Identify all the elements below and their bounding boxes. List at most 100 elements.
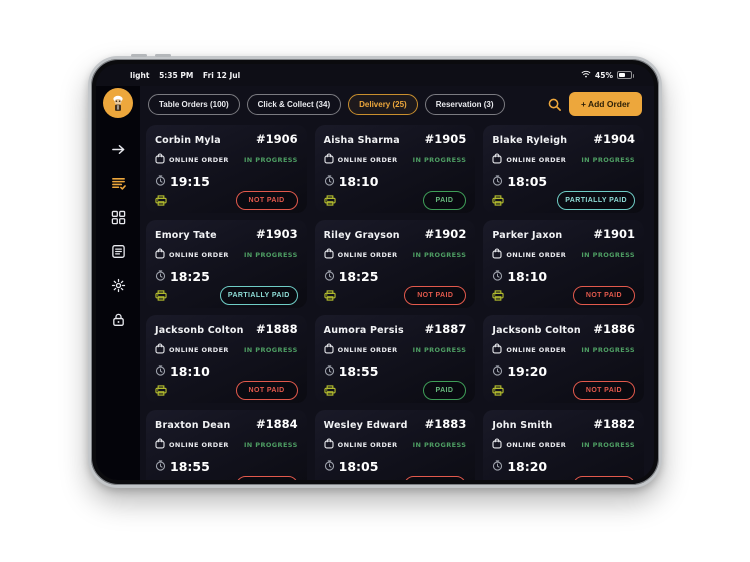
order-card[interactable]: Jacksonb Colton #1886 ONLINE ORDER IN PR… [483,315,644,403]
payment-status-button[interactable]: NOT PAID [235,381,298,400]
order-number: #1901 [593,227,635,241]
payment-status-button[interactable]: NOT PAID [572,381,635,400]
payment-status-button[interactable]: NOT PAID [404,476,467,480]
order-time: 18:10 [507,269,548,284]
order-channel-label: ONLINE ORDER [169,440,229,449]
arrow-right-icon[interactable] [110,141,126,157]
tab-reservation[interactable]: Reservation (3) [424,93,505,115]
order-status-label: IN PROGRESS [412,440,467,449]
order-channel-label: ONLINE ORDER [337,345,398,354]
order-channel-label: ONLINE ORDER [506,250,567,259]
clock-icon [155,364,166,379]
order-channel-label: ONLINE ORDER [506,440,567,449]
payment-status-button[interactable]: NOT PAID [235,191,298,210]
order-card[interactable]: Blake Ryleigh #1904 ONLINE ORDER IN PROG… [483,125,644,213]
tab-click-and-collect[interactable]: Click & Collect (34) [246,93,342,115]
clock-icon [155,269,166,284]
tab-table-orders[interactable]: Table Orders (100) [148,93,240,115]
customer-name: Blake Ryleigh [492,135,568,146]
tablet-device-frame: light 5:35 PM Fri 12 Jul 45% [88,54,662,488]
payment-status-button[interactable]: NOT PAID [572,286,635,305]
printer-icon[interactable] [492,476,504,480]
customer-name: Wesley Edward [323,420,408,431]
clock-icon [324,269,335,284]
order-card[interactable]: Jacksonb Colton #1888 ONLINE ORDER IN PR… [146,315,307,403]
customer-name: Riley Grayson [323,230,400,241]
orders-grid: Corbin Myla #1906 ONLINE ORDER IN PROGRE… [140,122,654,480]
order-channel-label: ONLINE ORDER [506,155,567,164]
orders-list-icon[interactable] [110,175,126,191]
sidebar [96,86,140,480]
payment-status-button[interactable]: PARTIALLY PAID [557,191,635,210]
printer-icon[interactable] [324,286,336,305]
printer-icon[interactable] [155,191,167,210]
order-number: #1905 [424,132,467,146]
order-time: 18:25 [170,269,210,284]
customer-name: Aumora Persis [323,325,404,336]
lock-icon[interactable] [110,311,126,327]
order-channel-label: ONLINE ORDER [169,155,229,164]
payment-status-button[interactable]: PAID [422,191,467,210]
order-card[interactable]: Corbin Myla #1906 ONLINE ORDER IN PROGRE… [146,125,307,213]
order-card[interactable]: Emory Tate #1903 ONLINE ORDER IN PROGRES… [146,220,307,308]
printer-icon[interactable] [155,476,167,480]
order-card[interactable]: Wesley Edward #1883 ONLINE ORDER IN PROG… [314,410,476,480]
status-bar-right: 45% [581,70,634,80]
printer-icon[interactable] [492,191,504,210]
printer-icon[interactable] [492,381,504,400]
order-time: 18:55 [170,459,210,474]
order-time: 19:20 [507,364,548,379]
order-number: #1883 [424,417,467,431]
bag-icon [324,438,334,451]
customer-name: Aisha Sharma [323,135,400,146]
customer-name: Jacksonb Colton [492,325,581,336]
clock-icon [324,364,335,379]
bag-icon [492,248,502,261]
order-card[interactable]: Parker Jaxon #1901 ONLINE ORDER IN PROGR… [483,220,644,308]
order-number: #1903 [256,227,298,241]
printer-icon[interactable] [492,286,504,305]
order-number: #1902 [424,227,467,241]
app-logo[interactable] [103,88,133,118]
bag-icon [155,438,165,451]
clock-icon [492,174,503,189]
printer-icon[interactable] [155,381,167,400]
order-time: 18:05 [507,174,548,189]
payment-status-button[interactable]: NOT PAID [235,476,298,480]
receipt-icon[interactable] [110,243,126,259]
printer-icon[interactable] [324,191,336,210]
bag-icon [324,343,334,356]
order-card[interactable]: Braxton Dean #1884 ONLINE ORDER IN PROGR… [146,410,307,480]
order-number: #1887 [424,322,467,336]
date-label: Fri 12 Jul [202,70,241,80]
printer-icon[interactable] [324,476,336,480]
search-icon[interactable] [547,97,562,112]
customer-name: Emory Tate [155,230,217,241]
payment-status-button[interactable]: NOT PAID [572,476,635,480]
add-order-button[interactable]: + Add Order [568,92,642,116]
payment-status-button[interactable]: NOT PAID [404,286,467,305]
order-card[interactable]: Riley Grayson #1902 ONLINE ORDER IN PROG… [314,220,476,308]
tab-delivery[interactable]: Delivery (25) [348,93,418,115]
clock-label: 5:35 PM [159,70,194,80]
order-channel-label: ONLINE ORDER [169,250,229,259]
order-card[interactable]: Aumora Persis #1887 ONLINE ORDER IN PROG… [314,315,476,403]
order-number: #1886 [593,322,635,336]
order-status-label: IN PROGRESS [243,250,298,259]
printer-icon[interactable] [324,381,336,400]
order-status-label: IN PROGRESS [581,155,635,164]
payment-status-button[interactable]: PAID [422,381,467,400]
customer-name: Corbin Myla [155,135,221,146]
payment-status-button[interactable]: PARTIALLY PAID [219,286,298,305]
customer-name: Jacksonb Colton [155,325,244,336]
order-status-label: IN PROGRESS [412,155,467,164]
gear-icon[interactable] [110,277,126,293]
order-card[interactable]: John Smith #1882 ONLINE ORDER IN PROGRES… [483,410,644,480]
bag-icon [492,343,502,356]
order-card[interactable]: Aisha Sharma #1905 ONLINE ORDER IN PROGR… [314,125,476,213]
order-channel-label: ONLINE ORDER [337,250,398,259]
bag-icon [324,248,334,261]
grid-icon[interactable] [110,209,126,225]
customer-name: Braxton Dean [155,420,231,431]
printer-icon[interactable] [155,286,167,305]
